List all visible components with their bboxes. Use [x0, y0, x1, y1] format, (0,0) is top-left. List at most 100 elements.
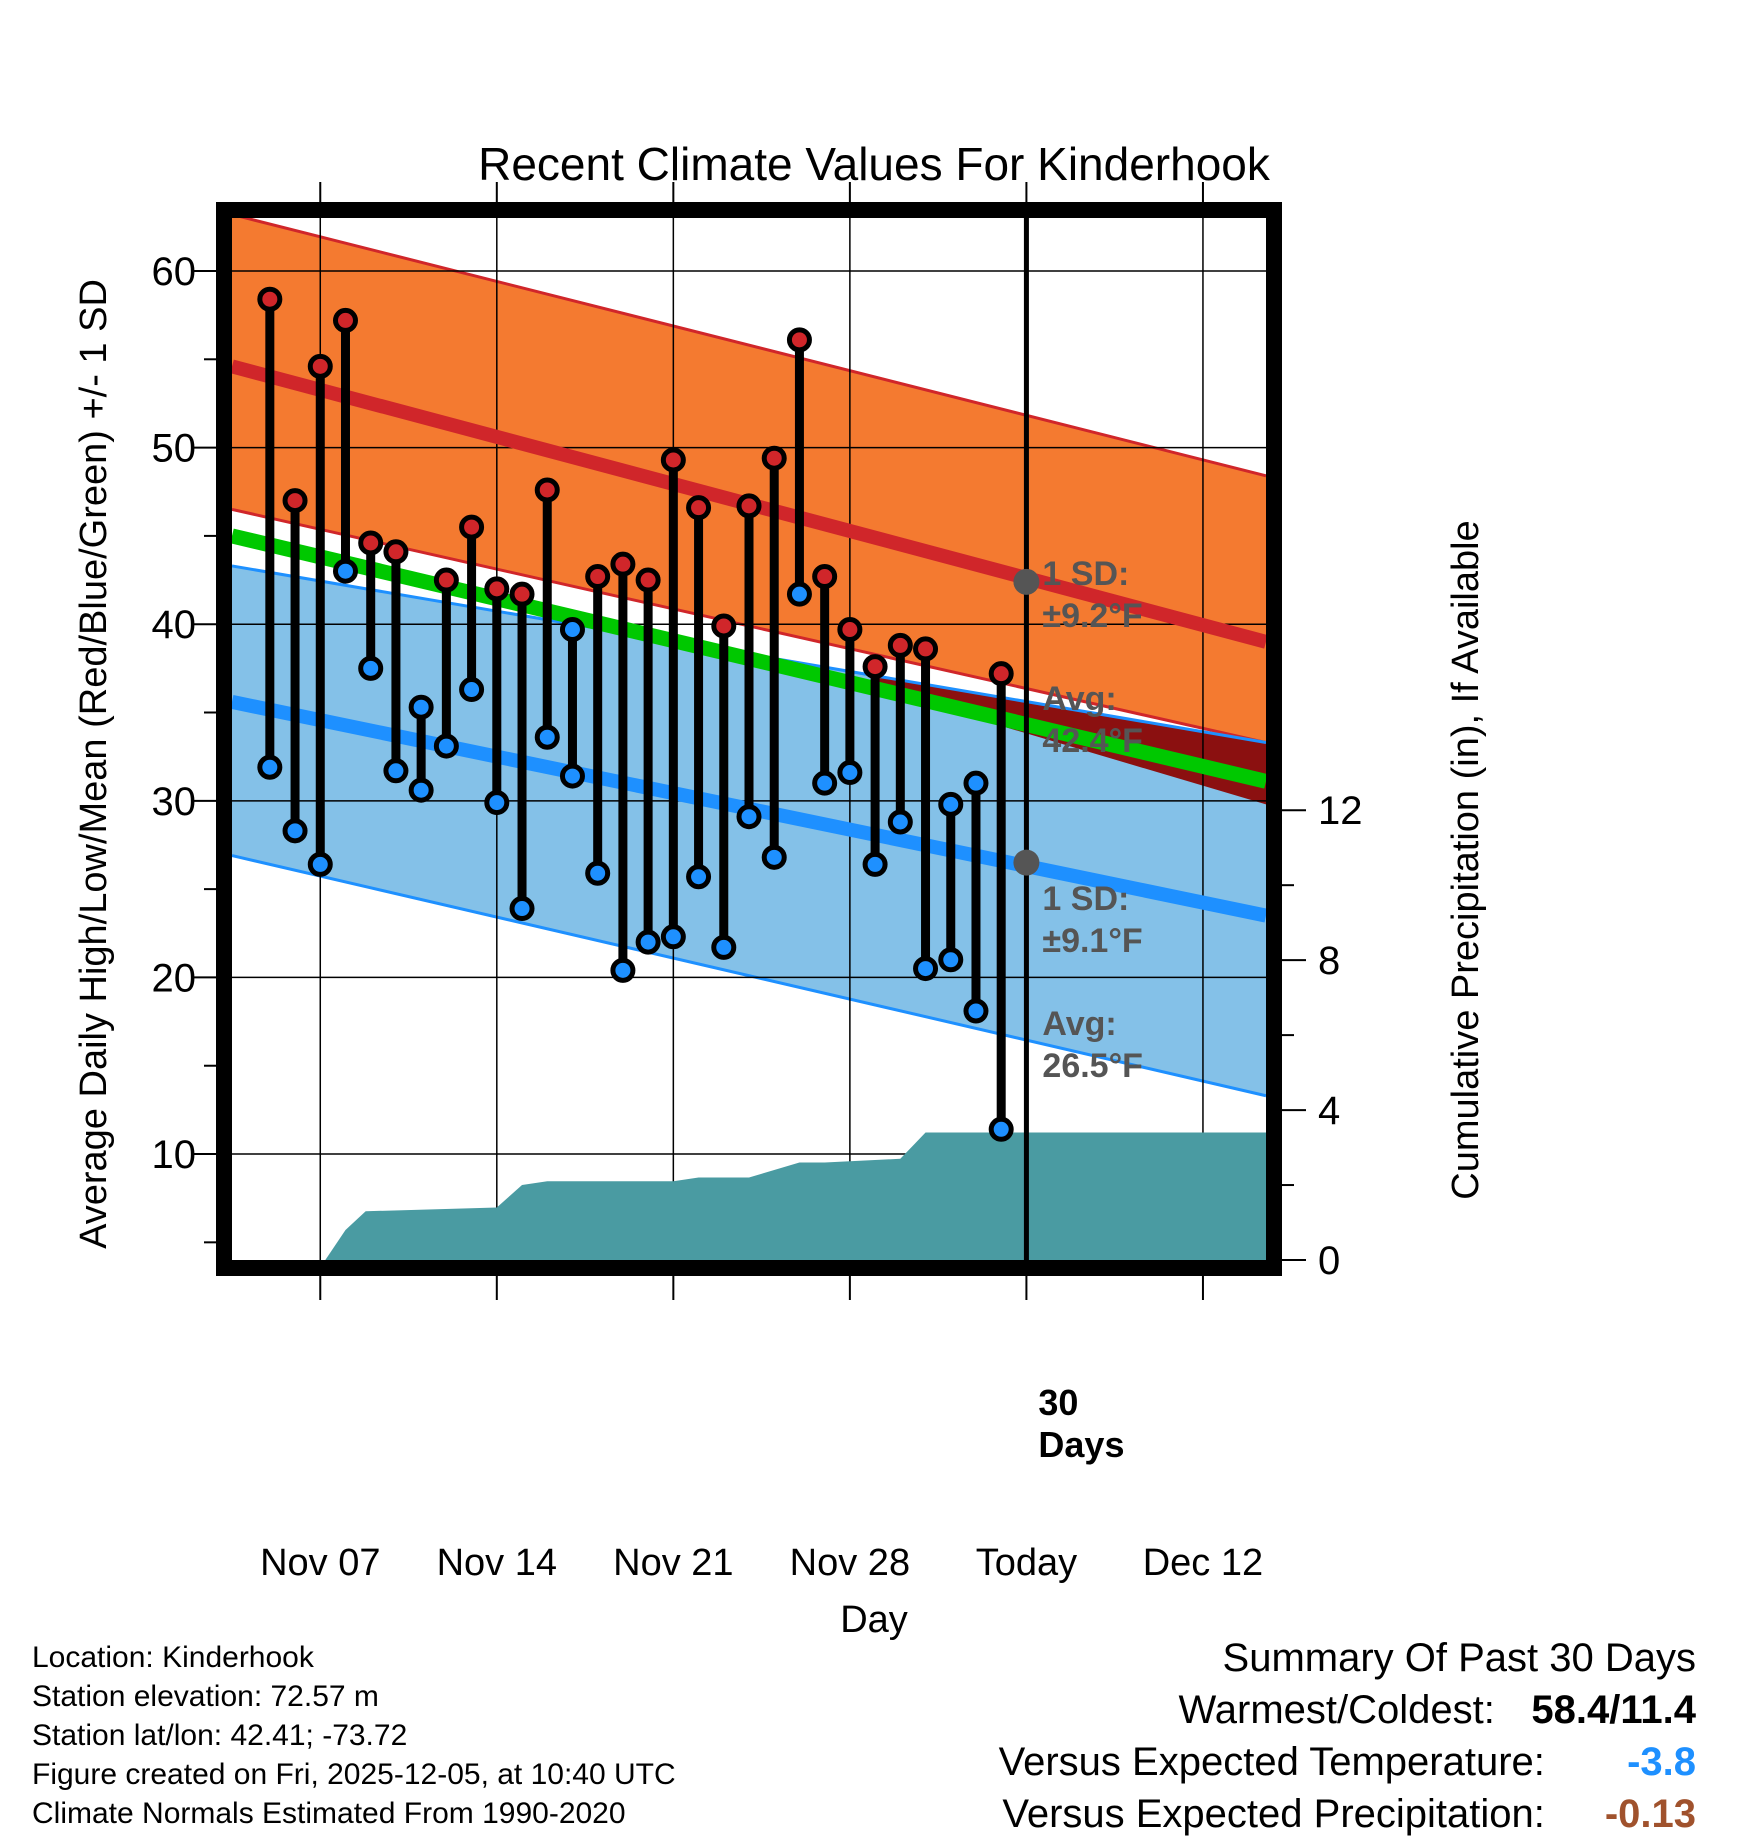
summary-warm-cold: Warmest/Coldest: 58.4/11.4 — [999, 1684, 1697, 1736]
location-text: Location: Kinderhook — [32, 1641, 314, 1674]
obs-low-point — [786, 581, 812, 607]
obs-low-point — [812, 770, 838, 796]
y-tick-label-left: 60 — [152, 250, 197, 294]
obs-high-point — [257, 286, 283, 312]
x-tick-label: Nov 07 — [260, 1542, 380, 1584]
high-sd-value: ±9.2°F — [1042, 597, 1142, 635]
low-avg-value: 26.5°F — [1042, 1047, 1143, 1085]
today-avg-marker — [1013, 568, 1040, 595]
obs-low-point — [257, 754, 283, 780]
obs-high-point — [988, 661, 1014, 687]
obs-high-point — [307, 353, 333, 379]
obs-low-point — [862, 851, 888, 877]
chart-title: Recent Climate Values For Kinderhook — [478, 138, 1271, 190]
obs-high-point — [332, 307, 358, 333]
x-tick-label: Nov 14 — [437, 1542, 557, 1584]
precip-value: -0.13 — [1604, 1792, 1696, 1836]
obs-low-point — [534, 724, 560, 750]
obs-low-point — [408, 777, 434, 803]
obs-high-point — [534, 477, 560, 503]
high-sd-label: 1 SD: — [1042, 555, 1129, 593]
high-avg-value: 42.4°F — [1042, 722, 1143, 760]
obs-low-point — [736, 804, 762, 830]
obs-high-point — [610, 551, 636, 577]
obs-low-point — [559, 763, 585, 789]
y-tick-label-left: 30 — [152, 780, 197, 824]
x-tick-label: Dec 12 — [1143, 1542, 1263, 1584]
created-text: Figure created on Fri, 2025-12-05, at 10… — [32, 1758, 676, 1791]
obs-low-point — [585, 860, 611, 886]
obs-low-point — [610, 957, 636, 983]
y-tick-label-right: 8 — [1318, 939, 1340, 983]
grid-lines — [232, 218, 1266, 1260]
y-axis-label-left: Average Daily High/Low/Mean (Red/Blue/Gr… — [73, 279, 115, 1249]
y-tick-label-right: 12 — [1318, 789, 1363, 833]
axes: Recent Climate Values For Kinderhook Nov … — [73, 138, 1487, 1641]
low-sd-label: 1 SD: — [1042, 880, 1129, 918]
obs-high-point — [660, 447, 686, 473]
observed-values — [257, 286, 1014, 1142]
latlon-text: Station lat/lon: 42.41; -73.72 — [32, 1719, 408, 1752]
obs-high-point — [761, 445, 787, 471]
today-avg-marker — [1013, 849, 1040, 876]
y-tick-label-left: 20 — [152, 956, 197, 1000]
period-label-days: Days — [1038, 1424, 1124, 1465]
obs-high-point — [786, 327, 812, 353]
obs-low-point — [913, 956, 939, 982]
high-upper-edge — [231, 213, 1267, 478]
summary-precip: Versus Expected Precipitation: -0.13 — [999, 1788, 1696, 1840]
x-axis-label: Day — [840, 1599, 908, 1641]
x-tick-label: Nov 21 — [613, 1542, 733, 1584]
obs-high-point — [837, 617, 863, 643]
obs-high-point — [559, 617, 585, 643]
obs-low-point — [282, 818, 308, 844]
normals-text: Climate Normals Estimated From 1990-2020 — [32, 1797, 626, 1830]
obs-high-point — [484, 576, 510, 602]
obs-high-point — [459, 514, 485, 540]
obs-low-point — [660, 924, 686, 950]
obs-high-point — [887, 632, 913, 658]
temp-value: -3.8 — [1627, 1740, 1696, 1784]
plot-frame — [216, 202, 1282, 1276]
obs-low-point — [509, 896, 535, 922]
obs-low-point — [686, 864, 712, 890]
obs-low-point — [837, 760, 863, 786]
obs-high-point — [736, 493, 762, 519]
obs-high-point — [433, 567, 459, 593]
y-tick-label-right: 4 — [1318, 1089, 1340, 1133]
obs-low-point — [711, 934, 737, 960]
obs-low-point — [307, 851, 333, 877]
high-avg-label: Avg: — [1042, 680, 1116, 718]
precip-label: Versus Expected Precipitation: — [1002, 1792, 1545, 1836]
warm-cold-label: Warmest/Coldest: — [1178, 1688, 1495, 1732]
normal-bands — [231, 213, 1267, 1098]
obs-high-point — [963, 770, 989, 796]
x-tick-label: Today — [976, 1542, 1077, 1584]
obs-low-point — [433, 733, 459, 759]
summary-panel: Summary Of Past 30 Days Warmest/Coldest:… — [999, 1632, 1696, 1840]
obs-low-point — [635, 929, 661, 955]
obs-low-point — [988, 1116, 1014, 1142]
obs-high-point — [686, 495, 712, 521]
obs-low-point — [484, 790, 510, 816]
high-sd-band — [232, 214, 1266, 743]
y-tick-label-right: 0 — [1318, 1239, 1340, 1283]
precip-area — [244, 1132, 1267, 1260]
obs-high-point — [358, 530, 384, 556]
obs-high-point — [938, 791, 964, 817]
obs-high-point — [812, 564, 838, 590]
temp-label: Versus Expected Temperature: — [998, 1740, 1545, 1784]
obs-low-point — [459, 677, 485, 703]
obs-high-point — [585, 564, 611, 590]
obs-low-point — [761, 844, 787, 870]
y-axis-label-right: Cumulative Precipitation (in), If Availa… — [1445, 520, 1487, 1199]
obs-high-point — [711, 613, 737, 639]
low-avg-label: Avg: — [1042, 1005, 1116, 1043]
low-lower-edge — [231, 854, 1267, 1098]
obs-high-point — [635, 567, 661, 593]
obs-low-point — [887, 809, 913, 835]
obs-low-point — [383, 758, 409, 784]
obs-high-point — [913, 636, 939, 662]
elevation-text: Station elevation: 72.57 m — [32, 1680, 379, 1713]
precip-area-group — [244, 1132, 1267, 1260]
